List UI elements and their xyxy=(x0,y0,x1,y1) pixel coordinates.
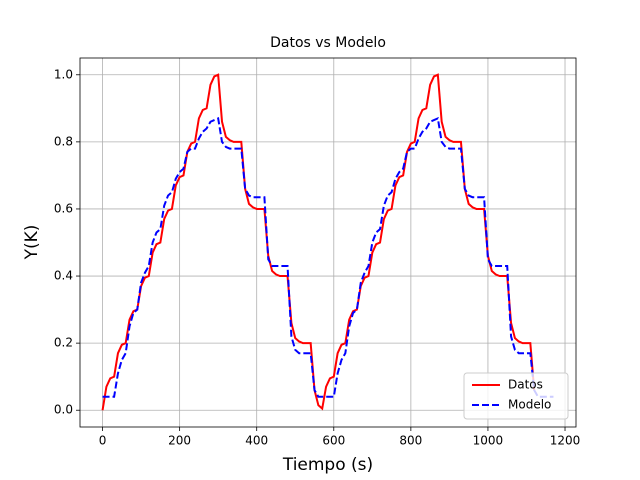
axes-frame xyxy=(79,57,577,428)
y-tick-label: 0.6 xyxy=(54,201,73,215)
x-tick-label: 400 xyxy=(245,434,268,448)
y-tick-label: 0.8 xyxy=(54,134,73,148)
y-axis-label: Y(K) xyxy=(22,225,42,261)
y-tick-label: 0.0 xyxy=(54,403,73,417)
y-tick-label: 0.4 xyxy=(54,269,73,283)
series-line xyxy=(101,73,536,411)
y-tick-label: 1.0 xyxy=(54,67,73,81)
x-tick-label: 0 xyxy=(99,434,107,448)
x-axis-label: Tiempo (s) xyxy=(282,455,373,475)
x-tick-label: 800 xyxy=(399,434,422,448)
chart-title: Datos vs Modelo xyxy=(270,35,386,51)
legend-label: Datos xyxy=(508,378,543,392)
x-tick-label: 600 xyxy=(322,434,345,448)
legend-label: Modelo xyxy=(508,398,551,412)
x-tick-label: 1000 xyxy=(473,434,504,448)
x-tick-label: 1200 xyxy=(550,434,581,448)
y-tick-label: 0.2 xyxy=(54,336,73,350)
series-line xyxy=(102,116,554,398)
x-tick-label: 200 xyxy=(168,434,191,448)
